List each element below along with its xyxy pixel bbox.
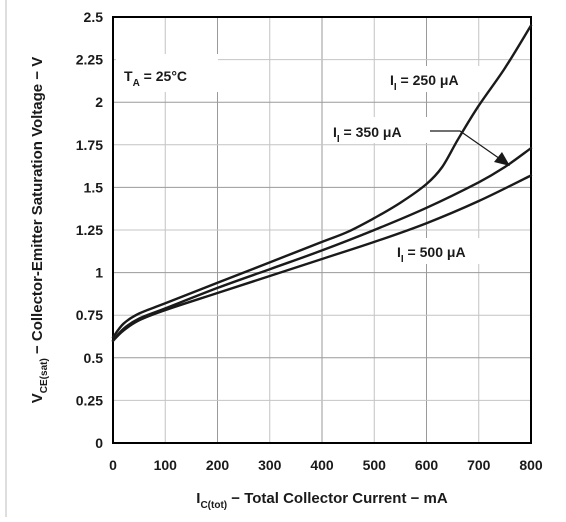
series-line-500ua (111, 174, 533, 342)
y-tick-label: 0.75 (76, 307, 103, 323)
series-label-250: II = 250 μA (390, 72, 459, 93)
x-tick-label: 0 (109, 457, 117, 473)
series-label-250-bg (386, 66, 486, 92)
y-tick-label: 2.25 (76, 52, 103, 68)
y-tick-label: 1.25 (76, 222, 103, 238)
x-tick-label: 400 (310, 457, 334, 473)
y-tick-label: 1.75 (76, 137, 103, 153)
series-line-250ua (111, 24, 533, 339)
y-tick-label: 0.5 (84, 350, 104, 366)
x-tick-label: 300 (258, 457, 282, 473)
series-label-350-arrowhead (494, 152, 510, 166)
series-label-500: II = 500 μA (397, 244, 466, 265)
x-tick-label: 800 (519, 457, 543, 473)
series-label-500-bg (392, 238, 492, 264)
series-layer (111, 24, 533, 342)
plot-frame (112, 16, 532, 444)
temperature-annotation: TA = 25°C (124, 68, 187, 89)
temperature-annotation-bg (116, 54, 218, 92)
series-label-350-bg (330, 117, 428, 143)
y-tick-label: 0 (95, 435, 103, 451)
y-axis-label: VCE(sat) − Collector-Emitter Saturation … (29, 57, 50, 403)
tick-label-layer: 0 100 200 300 400 500 600 700 800 0 0.25 0.5 0.75 1 1.… (76, 9, 543, 473)
y-tick-label: 1 (95, 265, 103, 281)
x-tick-label: 500 (363, 457, 387, 473)
y-tick-label: 2 (95, 94, 103, 110)
series-label-350-leader-line (430, 130, 504, 162)
x-tick-label: 100 (154, 457, 178, 473)
series-label-350: II = 350 μA (333, 124, 402, 145)
x-tick-label: 700 (467, 457, 491, 473)
series-line-350ua (111, 147, 533, 342)
x-tick-label: 200 (206, 457, 230, 473)
y-tick-label: 0.25 (76, 392, 103, 408)
y-tick-label: 2.5 (84, 9, 104, 25)
y-tick-label: 1.5 (84, 179, 104, 195)
x-tick-label: 600 (415, 457, 439, 473)
x-axis-label: IC(tot) − Total Collector Current − mA (196, 490, 448, 511)
